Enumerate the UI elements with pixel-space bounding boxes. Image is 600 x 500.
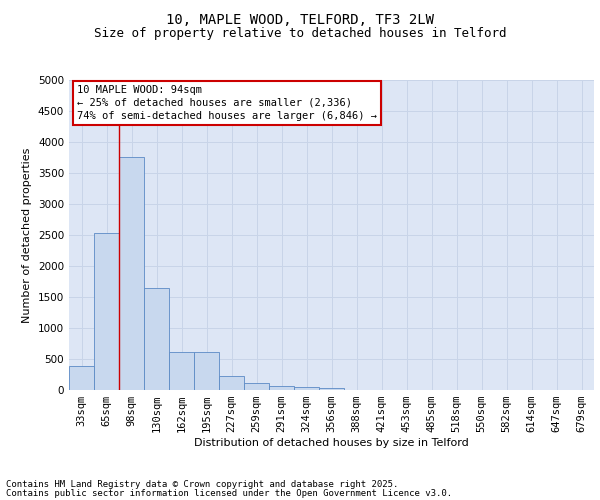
Bar — [269, 386, 294, 390]
Text: Contains public sector information licensed under the Open Government Licence v3: Contains public sector information licen… — [6, 488, 452, 498]
Bar — [319, 388, 344, 390]
Text: 10 MAPLE WOOD: 94sqm
← 25% of detached houses are smaller (2,336)
74% of semi-de: 10 MAPLE WOOD: 94sqm ← 25% of detached h… — [77, 84, 377, 121]
Y-axis label: Number of detached properties: Number of detached properties — [22, 148, 32, 322]
Text: 10, MAPLE WOOD, TELFORD, TF3 2LW: 10, MAPLE WOOD, TELFORD, TF3 2LW — [166, 12, 434, 26]
Bar — [244, 383, 269, 390]
Bar — [169, 352, 194, 390]
Bar — [194, 352, 219, 390]
Text: Contains HM Land Registry data © Crown copyright and database right 2025.: Contains HM Land Registry data © Crown c… — [6, 480, 398, 489]
Bar — [294, 386, 319, 390]
Bar — [219, 376, 244, 390]
Bar — [119, 157, 144, 390]
Bar — [69, 366, 94, 390]
Bar — [94, 232, 119, 390]
Text: Size of property relative to detached houses in Telford: Size of property relative to detached ho… — [94, 28, 506, 40]
Bar — [144, 288, 169, 390]
X-axis label: Distribution of detached houses by size in Telford: Distribution of detached houses by size … — [194, 438, 469, 448]
